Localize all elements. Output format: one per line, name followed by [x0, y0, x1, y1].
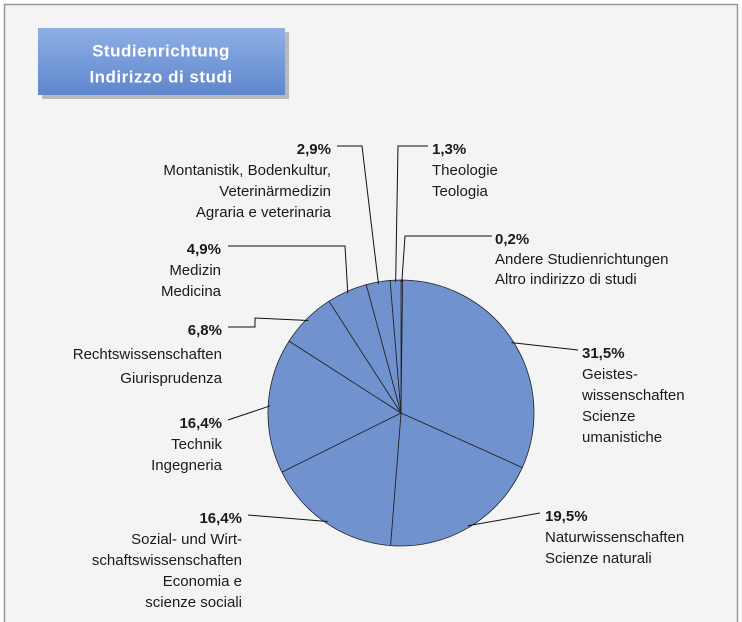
slice-label: Sozial- und Wirt- — [131, 531, 242, 548]
value-label: 31,5% — [582, 345, 625, 362]
slice-label: Scienze — [582, 408, 635, 425]
leader-line — [395, 145, 428, 283]
leader-line — [401, 235, 492, 283]
slice-label: Altro indirizzo di studi — [495, 271, 637, 288]
leader-line — [337, 145, 379, 285]
slice-label: Montanistik, Bodenkultur, — [163, 162, 331, 179]
value-label: 19,5% — [545, 508, 588, 525]
slice-label: Ingegneria — [151, 457, 223, 474]
slice-label: Agraria e veterinaria — [196, 204, 332, 221]
slice-label: schaftswissenschaften — [92, 552, 242, 569]
leader-line — [227, 405, 271, 421]
slice-label: Medicina — [161, 283, 222, 300]
value-label: 4,9% — [187, 241, 221, 258]
slice-label: Rechtswissenschaften — [73, 346, 222, 363]
value-label: 2,9% — [297, 141, 331, 158]
slice-label: Economia e — [163, 573, 242, 590]
title-box — [38, 28, 285, 95]
pie-slice — [390, 412, 523, 547]
value-label: 16,4% — [199, 510, 242, 527]
slice-label: Technik — [171, 436, 222, 453]
slice-label: Teologia — [432, 183, 489, 200]
slice-label: Geistes- — [582, 366, 638, 383]
leader-line — [247, 514, 328, 523]
leader-line — [467, 512, 541, 527]
slice-label: Naturwissenschaften — [545, 529, 684, 546]
value-label: 0,2% — [495, 231, 529, 248]
value-label: 1,3% — [432, 141, 466, 158]
pie-slice — [281, 412, 402, 547]
pie-slice — [267, 340, 402, 473]
slice-label: Medizin — [169, 262, 221, 279]
chart-title: Studienrichtung — [92, 41, 230, 60]
slice-label: Scienze naturali — [545, 550, 652, 567]
leader-line — [228, 317, 309, 328]
slice-label: Veterinärmedizin — [219, 183, 331, 200]
slice-label: scienze sociali — [145, 594, 242, 611]
slice-label: Giurisprudenza — [120, 370, 222, 387]
slice-label: wissenschaften — [581, 387, 685, 404]
chart-title: Indirizzo di studi — [89, 67, 232, 86]
slice-label: Theologie — [432, 162, 498, 179]
pie-slice — [400, 279, 535, 469]
slice-label: Andere Studienrichtungen — [495, 251, 668, 268]
value-label: 6,8% — [188, 322, 222, 339]
slice-label: umanistiche — [582, 429, 662, 446]
leader-line — [511, 342, 579, 351]
value-label: 16,4% — [179, 415, 222, 432]
leader-line — [228, 245, 349, 294]
